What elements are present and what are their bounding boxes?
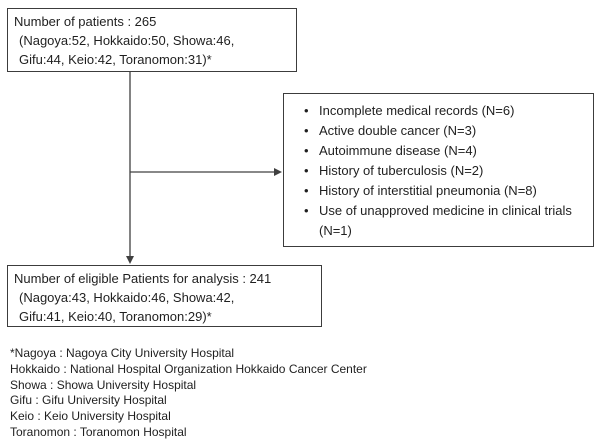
right-arrowhead-icon xyxy=(274,168,282,176)
exclusion-item: History of tuberculosis (N=2) xyxy=(284,161,587,181)
enrolled-sites-line-2: Gifu:44, Keio:42, Toranomon:31)* xyxy=(19,52,212,67)
eligible-count-line: Number of eligible Patients for analysis… xyxy=(14,271,272,286)
exclusion-item: Incomplete medical records (N=6) xyxy=(284,101,587,121)
exclusion-list: Incomplete medical records (N=6) Active … xyxy=(284,101,587,241)
footnote-line: Gifu : Gifu University Hospital xyxy=(10,393,167,408)
hospital-footnotes: *Nagoya : Nagoya City University Hospita… xyxy=(10,346,367,441)
footnote-line: Keio : Keio University Hospital xyxy=(10,409,171,424)
exclusion-item: Use of unapproved medicine in clinical t… xyxy=(284,201,587,241)
footnote-line: Toranomon : Toranomon Hospital xyxy=(10,424,187,439)
footnote-line: *Nagoya : Nagoya City University Hospita… xyxy=(10,346,235,360)
exclusion-criteria-box: Incomplete medical records (N=6) Active … xyxy=(283,93,594,247)
eligible-sites-line-1: (Nagoya:43, Hokkaido:46, Showa:42, xyxy=(19,290,235,305)
enrolled-patients-box: Number of patients : 265 (Nagoya:52, Hok… xyxy=(7,8,297,72)
down-arrowhead-icon xyxy=(126,256,134,264)
footnote-line: Showa : Showa University Hospital xyxy=(10,377,197,392)
footnote-line: Hokkaido : National Hospital Organizatio… xyxy=(10,361,367,376)
eligible-sites-line-2: Gifu:41, Keio:40, Toranomon:29)* xyxy=(19,309,212,324)
enrolled-sites-line-1: (Nagoya:52, Hokkaido:50, Showa:46, xyxy=(19,33,235,48)
eligible-patients-box: Number of eligible Patients for analysis… xyxy=(7,265,322,327)
exclusion-item: History of interstitial pneumonia (N=8) xyxy=(284,181,587,201)
exclusion-item: Active double cancer (N=3) xyxy=(284,121,587,141)
exclusion-item: Autoimmune disease (N=4) xyxy=(284,141,587,161)
enrolled-count-line: Number of patients : 265 xyxy=(14,14,157,29)
